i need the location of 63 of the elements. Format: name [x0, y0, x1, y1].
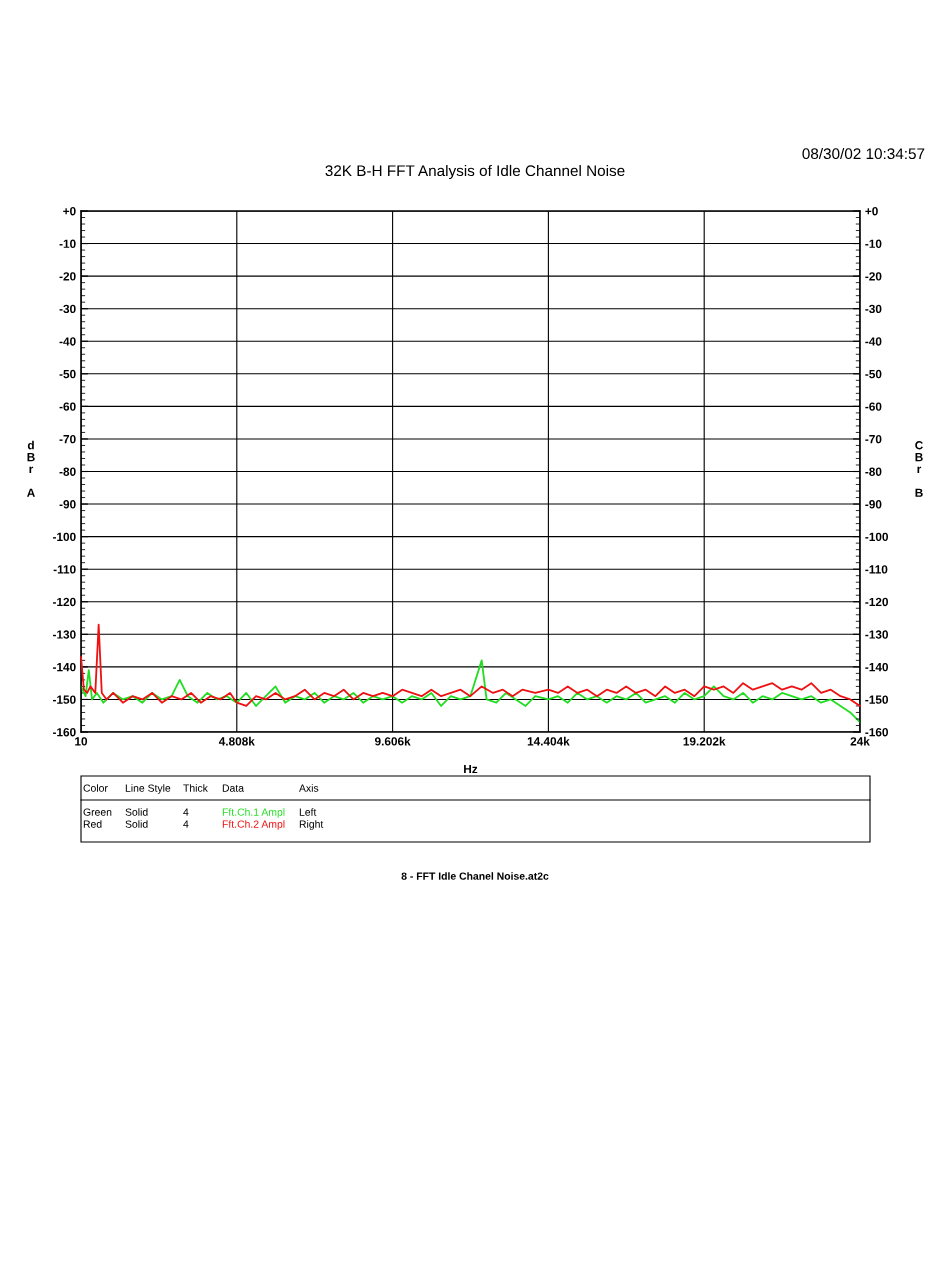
y2-tick-label: -160: [865, 728, 889, 737]
text: dBr A: [27, 440, 35, 497]
text: Axis: [299, 784, 319, 792]
y-tick-label: -100: [52, 532, 76, 542]
text: 4: [183, 820, 189, 828]
line-series: [80, 659, 861, 724]
y-tick-label: -80: [59, 467, 76, 476]
text: Green: [83, 808, 112, 816]
y-tick-label: -90: [59, 500, 76, 509]
x-axis-title: Hz: [464, 764, 478, 774]
y2-tick-label: -10: [865, 239, 882, 248]
y2-tick-label: -150: [865, 695, 889, 704]
text: Red: [83, 820, 102, 828]
y-tick-label: -120: [52, 597, 76, 607]
text: Left: [299, 808, 317, 816]
y-tick-label: -50: [59, 369, 76, 379]
y2-tick-label: -30: [865, 304, 882, 314]
y2-tick-label: -120: [865, 597, 889, 607]
y2-tick-label: -130: [865, 630, 889, 639]
x-tick-label: 4.808k: [218, 736, 255, 746]
y2-tick-label: +0: [865, 207, 878, 216]
text: Solid: [125, 820, 148, 828]
text: Fft.Ch.1 Ampl: [222, 808, 285, 818]
y2-tick-label: -110: [865, 565, 888, 574]
x-tick-label: 14.404k: [527, 736, 570, 746]
text: Right: [299, 820, 324, 830]
text: Line Style: [125, 784, 171, 794]
y-tick-label: -70: [59, 434, 76, 444]
x-tick-label: 19.202k: [683, 736, 726, 746]
y-tick-label: -130: [52, 630, 76, 639]
y2-tick-label: -80: [865, 467, 882, 476]
y2-tick-label: -20: [865, 272, 882, 281]
text: Data: [222, 784, 244, 792]
line-series: [80, 623, 861, 707]
y-tick-label: -30: [59, 304, 76, 314]
chart-title: 32K B-H FFT Analysis of Idle Channel Noise: [325, 164, 625, 180]
y-tick-label: -150: [52, 695, 76, 704]
x-tick-label: 9.606k: [374, 736, 411, 746]
y2-tick-label: -90: [865, 500, 882, 509]
y2-tick-label: -100: [865, 532, 889, 542]
text: Solid: [125, 808, 148, 816]
text: Fft.Ch.2 Ampl: [222, 820, 285, 830]
x-tick-label: 10: [75, 737, 88, 746]
y-tick-label: -20: [59, 272, 76, 281]
text: Thick: [183, 784, 208, 792]
y-tick-label: -10: [59, 239, 76, 248]
text: 08/30/02 10:34:57: [802, 147, 925, 160]
text: 4: [183, 808, 189, 816]
y-tick-label: -40: [59, 337, 76, 346]
y-tick-label: -60: [59, 402, 76, 411]
y-tick-label: -160: [52, 728, 76, 737]
y-tick-label: -110: [53, 565, 76, 574]
y2-tick-label: -140: [865, 662, 889, 672]
y2-tick-label: -60: [865, 402, 882, 411]
y-tick-label: -140: [52, 662, 76, 672]
text: CBr B: [915, 441, 923, 497]
y2-tick-label: -50: [865, 369, 882, 379]
text: 8 - FFT Idle Chanel Noise.at2c: [401, 872, 549, 880]
x-tick-label: 24k: [850, 736, 870, 746]
text: Color: [83, 784, 108, 792]
y2-tick-label: -70: [865, 434, 882, 444]
y2-tick-label: -40: [865, 337, 882, 346]
y-tick-label: +0: [63, 207, 76, 216]
